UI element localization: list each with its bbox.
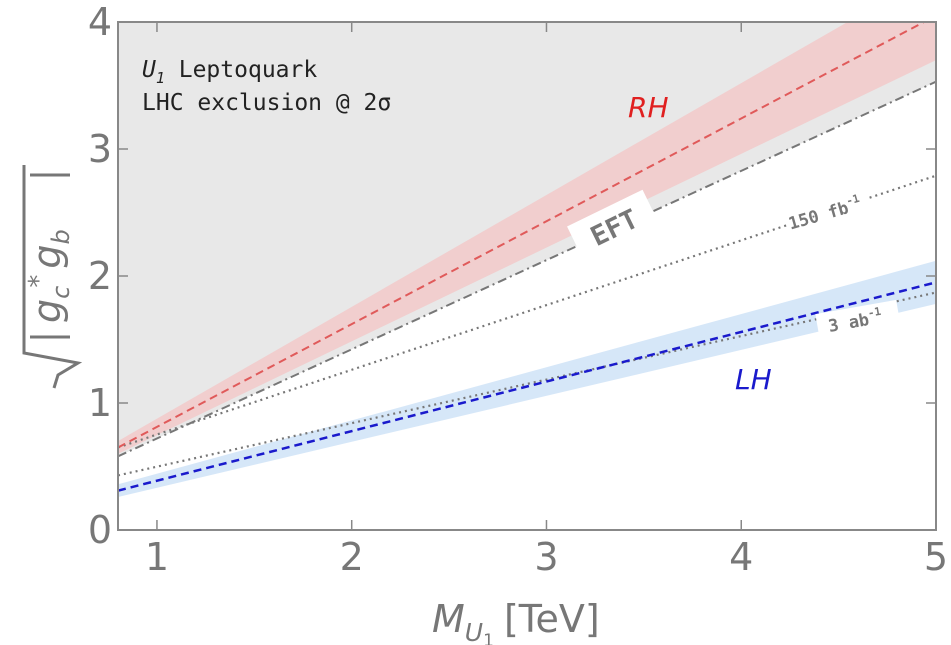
y-axis-title: gc*gb	[22, 165, 83, 389]
rh-band	[118, 22, 936, 454]
x-tick-label: 2	[340, 535, 364, 579]
x-tick-label: 1	[145, 535, 169, 579]
x-tick-label: 5	[924, 535, 948, 579]
x-axis-title: MU1 [TeV]	[432, 597, 600, 645]
rh-label: RH	[628, 91, 669, 124]
eft-line	[118, 80, 936, 458]
y-tick-label: 4	[88, 0, 112, 44]
plot-area	[118, 22, 936, 497]
150fb-label-group: 150 fb-1	[782, 188, 871, 236]
sqrt-sign	[22, 165, 83, 389]
rh-line	[118, 22, 927, 449]
3ab-label-bg	[815, 299, 901, 340]
y-axis-title-text: gc*gb	[24, 229, 75, 323]
x-tick-label: 3	[534, 535, 558, 579]
y-tick-label: 0	[88, 508, 112, 552]
eft-label-bg	[567, 189, 660, 261]
tick-marks	[118, 21, 937, 531]
150fb-label-bg	[782, 188, 871, 236]
y-tick-label: 1	[88, 381, 112, 425]
y-tick-label: 3	[88, 127, 112, 171]
3ab-line	[118, 291, 936, 477]
y-tick-label: 2	[88, 254, 112, 298]
lh-label: LH	[735, 363, 772, 396]
x-tick-label: 4	[729, 535, 753, 579]
lh-line	[118, 281, 936, 492]
annotation-line2: LHC exclusion @ 2σ	[142, 90, 391, 116]
annotation-line1: U1 Leptoquark	[142, 57, 317, 87]
